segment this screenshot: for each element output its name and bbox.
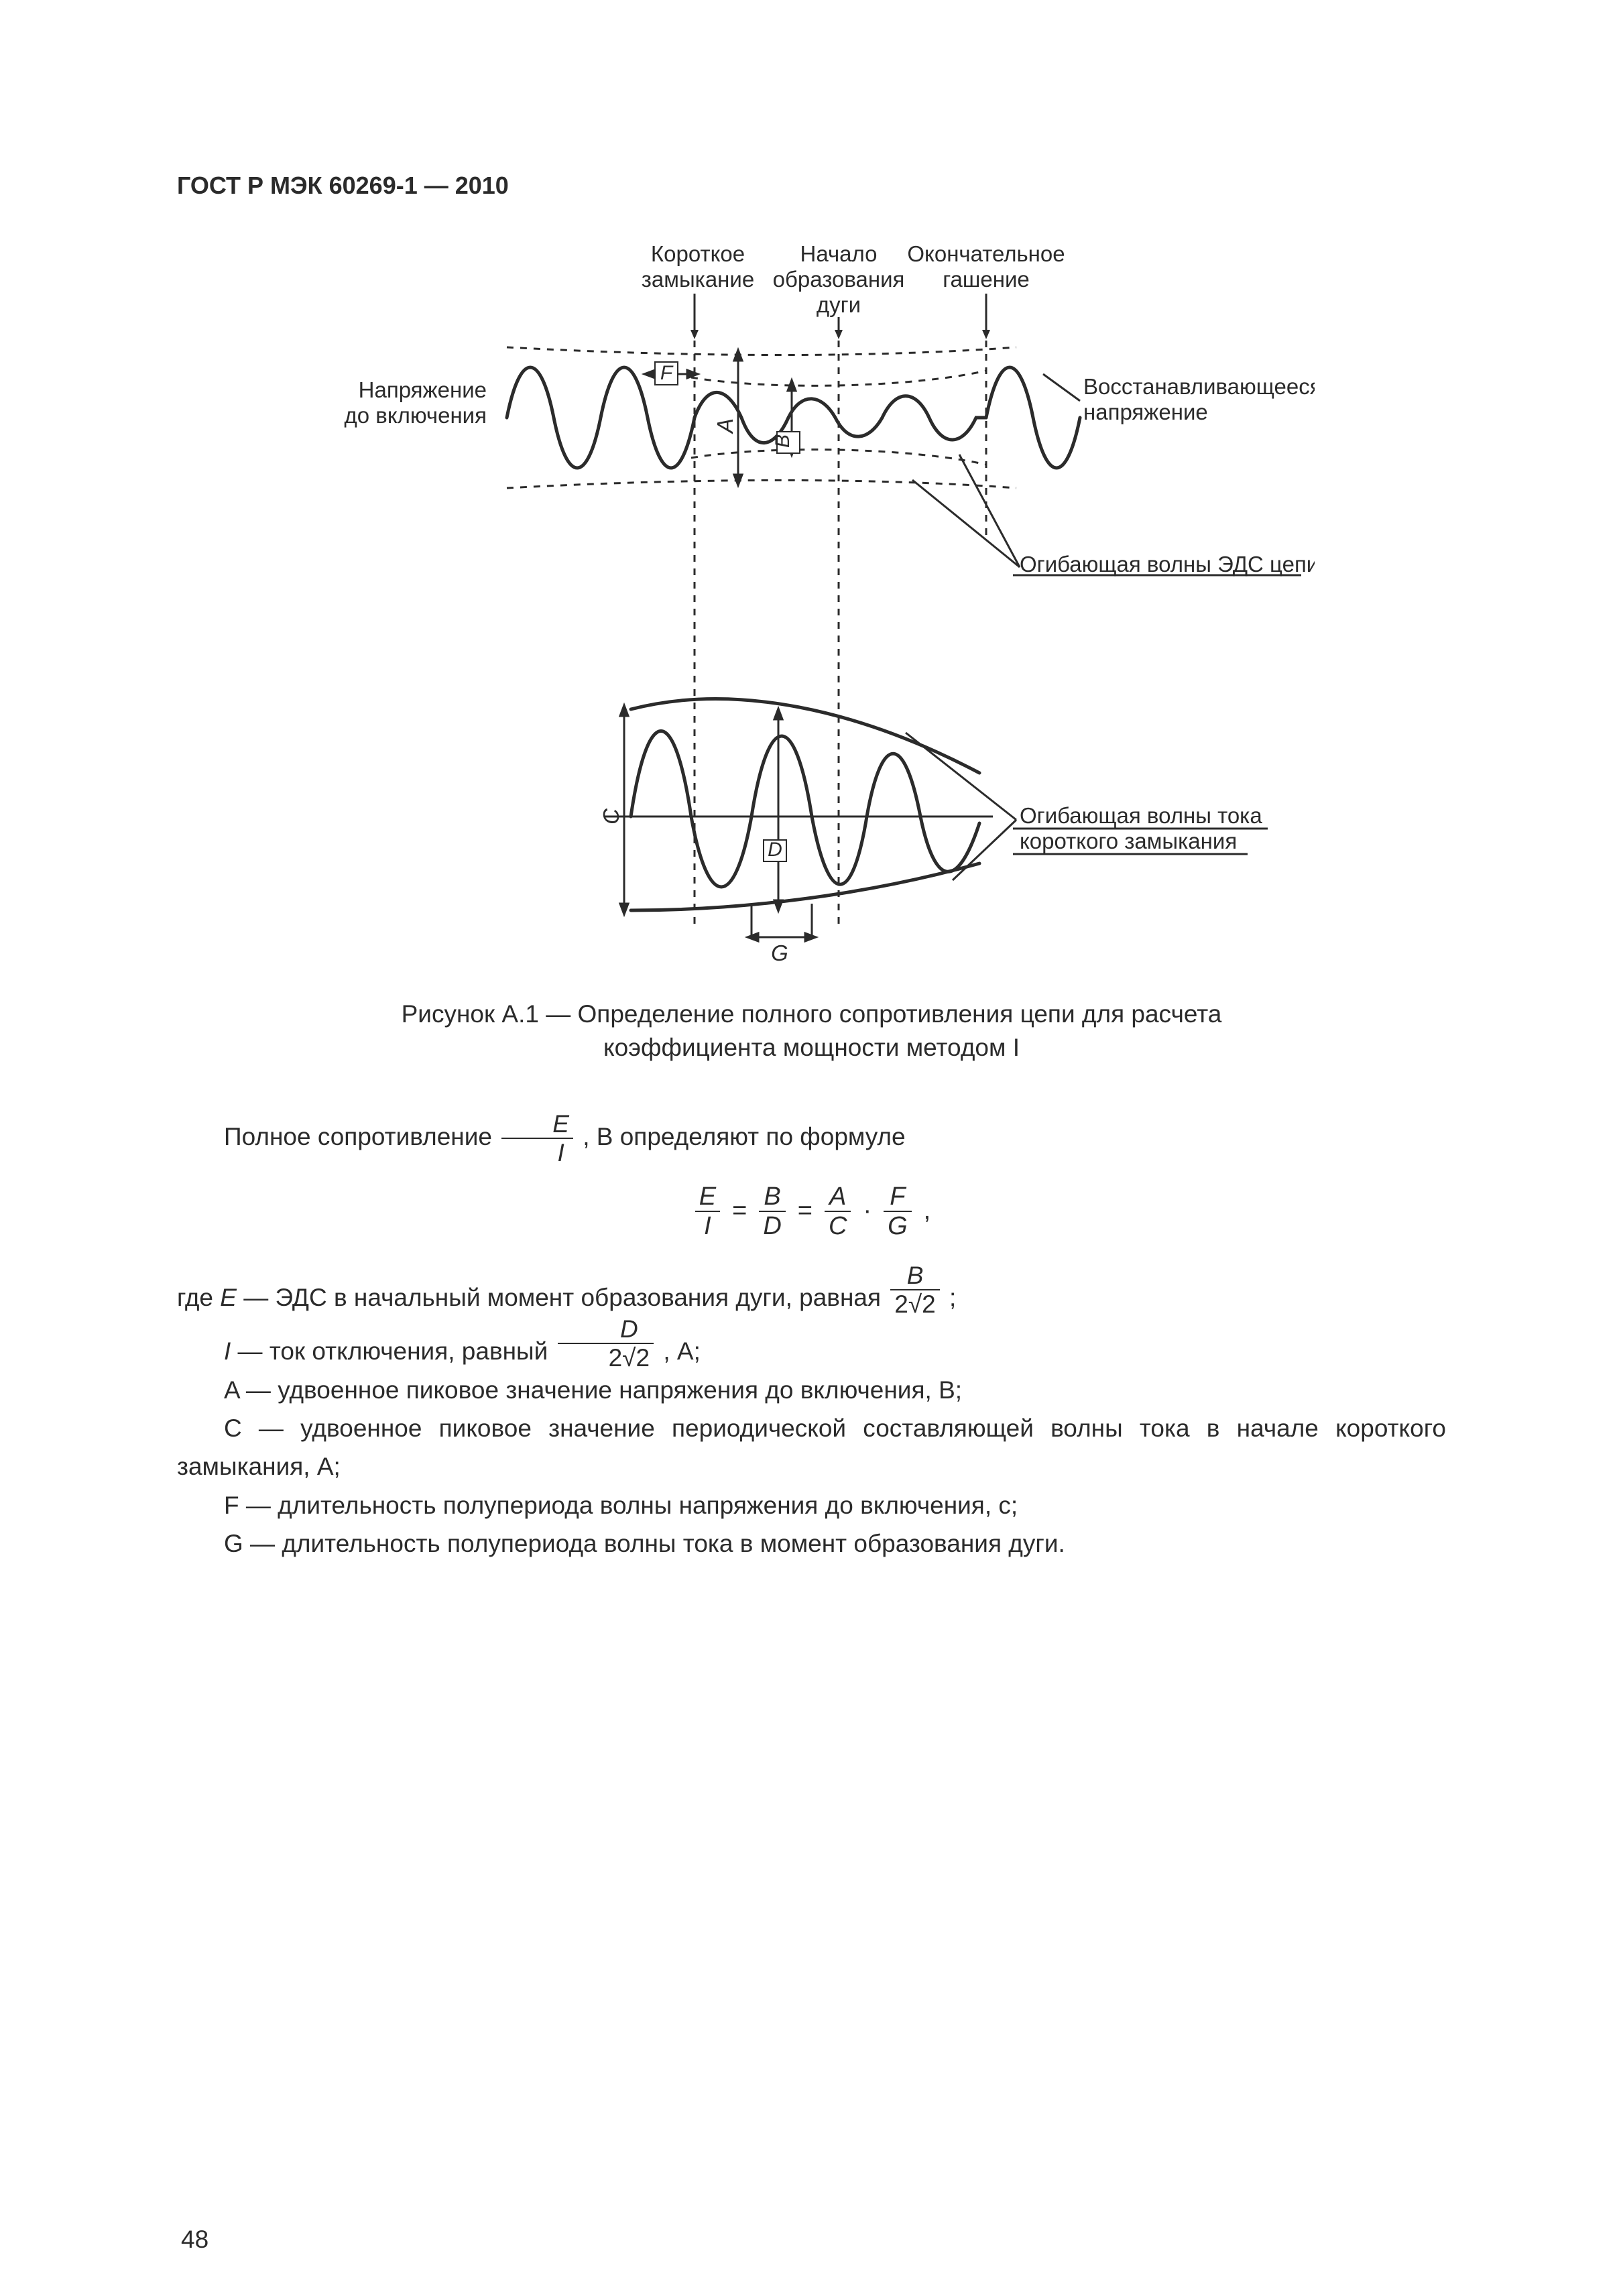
legend-Cb: замыкания, А; [177,1447,1446,1486]
dim-D: D [768,839,782,861]
label-left1-l2: до включения [344,403,486,428]
label-right3-l2: короткого замыкания [1020,829,1237,853]
label-top2-l1: Начало [800,241,877,266]
legend-I: I — ток отключения, равный D 2√2 , А; [177,1317,1446,1370]
dim-F: F [660,362,673,384]
legend-E: где E — ЭДС в начальный момент образован… [177,1263,1446,1317]
caption-line1: Рисунок А.1 — Определение полного сопрот… [402,1000,1222,1028]
label-right1-l1: Восстанавливающееся [1083,374,1315,399]
label-right1-l2: напряжение [1083,400,1208,424]
dim-C: C [599,808,623,825]
label-left1-l1: Напряжение [358,377,486,402]
doc-header: ГОСТ Р МЭК 60269-1 — 2010 [177,172,1446,200]
dim-B: B [772,434,794,448]
label-top1-l2: замыкание [641,267,754,292]
label-top3-l2: гашение [943,267,1030,292]
formula: E I = B D = A C · F G , [177,1183,1446,1239]
frac-num-E: E [501,1111,573,1139]
label-top2-l3: дуги [816,292,860,317]
para1-prefix: Полное сопротивление [224,1123,499,1150]
eq-E: E [695,1184,720,1212]
label-right2: Огибающая волны ЭДС цепи [1020,552,1315,577]
legend-F: F — длительность полупериода волны напря… [177,1486,1446,1524]
frac-D-num: D [558,1317,654,1344]
eq-I: I [695,1212,720,1239]
frac-EI-inline: E I [501,1111,573,1165]
para-impedance: Полное сопротивление E I , В определяют … [177,1111,1446,1165]
figure-a1: Короткое замыкание Начало образования ду… [309,240,1315,977]
figure-wrap: Короткое замыкание Начало образования ду… [177,240,1446,977]
label-top3-l1: Окончательное [907,241,1065,266]
label-top1-l1: Короткое [650,241,744,266]
eq-F: F [884,1184,912,1212]
legend-intro: где [177,1284,220,1311]
frac-B-num: B [890,1263,939,1290]
dim-G: G [771,941,788,965]
frac-B-den: 2√2 [894,1290,935,1318]
figure-caption: Рисунок А.1 — Определение полного сопрот… [177,998,1446,1065]
eq-G: G [884,1212,912,1239]
dim-A: A [713,418,737,434]
figure-svg: Короткое замыкание Начало образования ду… [309,240,1315,977]
legend-Ca: C — удвоенное пиковое значение периодиче… [177,1409,1446,1447]
eq-D: D [759,1212,785,1239]
eq-A: A [825,1184,851,1212]
label-top2-l2: образования [772,267,904,292]
label-right3-l1: Огибающая волны тока [1020,803,1262,828]
caption-line2: коэффициента мощности методом I [603,1034,1020,1061]
page-number: 48 [181,2226,208,2254]
eq-B: B [759,1184,785,1212]
frac-D-den: 2√2 [609,1344,650,1372]
legend-G: G — длительность полупериода волны тока … [177,1524,1446,1563]
legend-A: A — удвоенное пиковое значение напряжени… [177,1371,1446,1409]
eq-C: C [825,1212,851,1239]
frac-den-I: I [501,1139,573,1165]
para1-suffix: , В определяют по формуле [583,1123,905,1150]
